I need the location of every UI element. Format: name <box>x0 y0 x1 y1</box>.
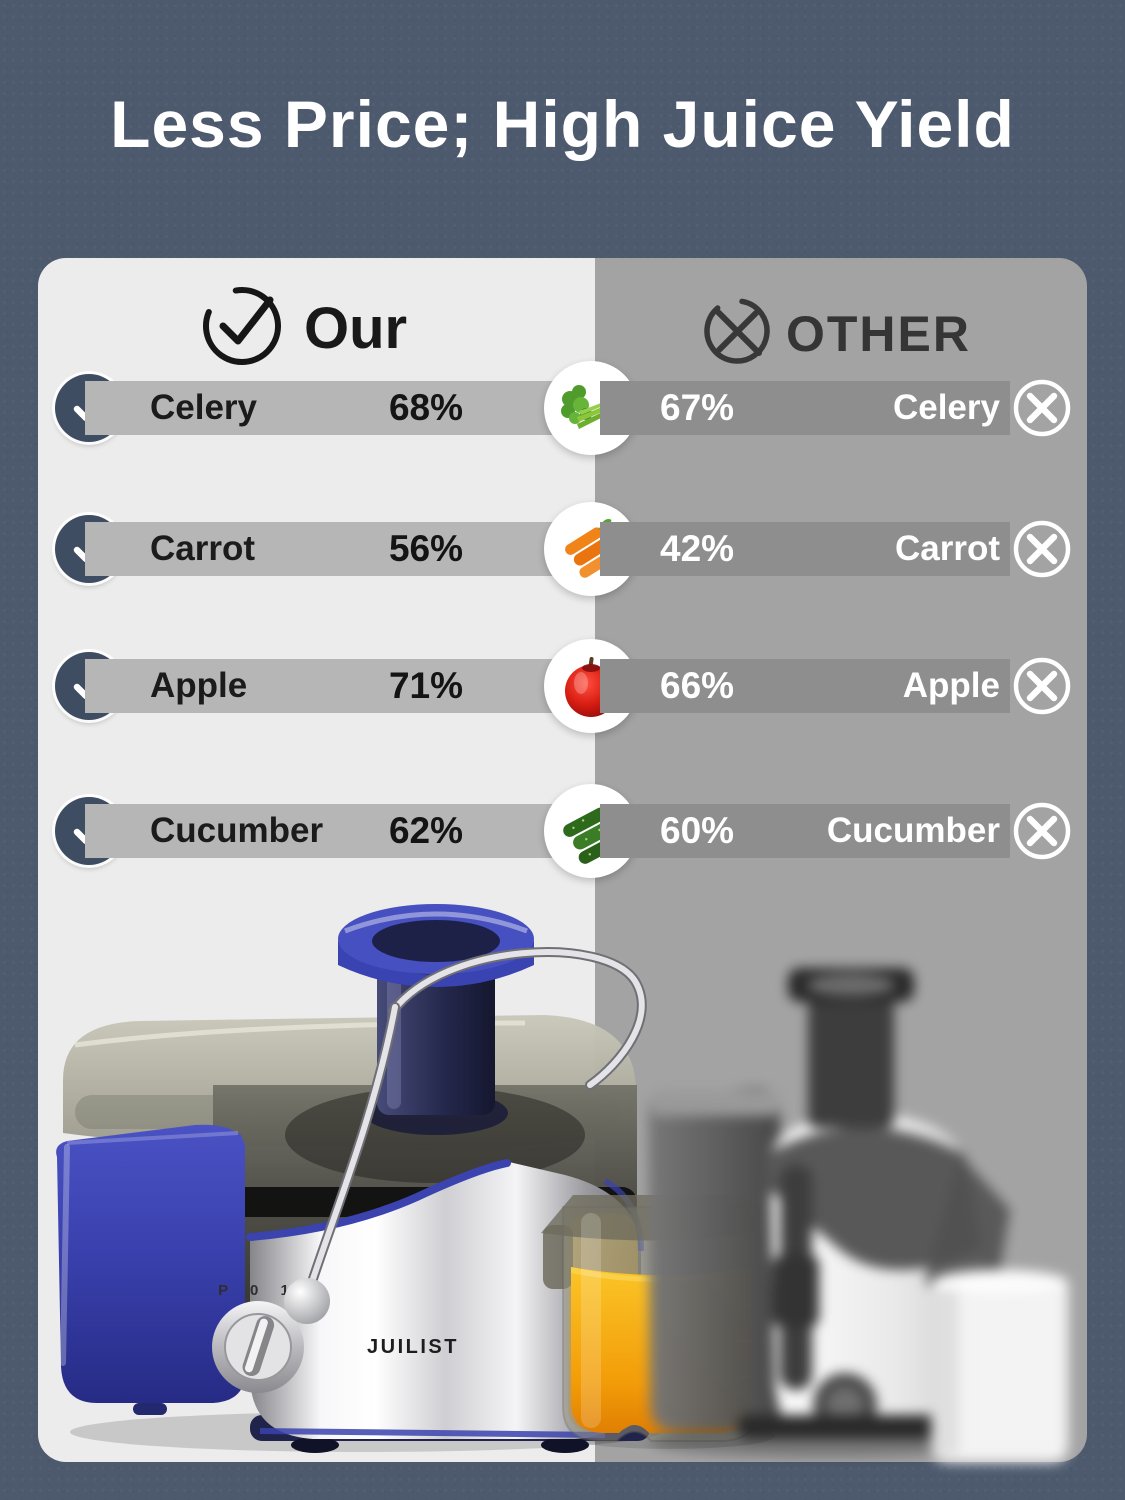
item-label: Carrot <box>150 529 256 568</box>
x-badge <box>1012 801 1072 861</box>
item-label: Celery <box>892 388 1000 427</box>
comparison-row-celery: Celery 68% 67% Celery <box>0 361 1125 455</box>
circle-x-icon <box>700 294 774 373</box>
power-dial: P 0 1 <box>212 1282 304 1393</box>
x-icon <box>1013 379 1071 437</box>
x-icon <box>1013 657 1071 715</box>
comparison-row-carrot: Carrot 56% 42% Carrot <box>0 502 1125 596</box>
our-yield-value: 62% <box>388 810 463 851</box>
x-badge <box>1012 656 1072 716</box>
item-label: Cucumber <box>150 811 324 850</box>
x-badge <box>1012 378 1072 438</box>
other-juicer-photo-blurred <box>630 950 1070 1465</box>
other-yield-value: 66% <box>660 665 735 706</box>
item-label: Carrot <box>894 529 1000 568</box>
brand-label: JUILIST <box>367 1336 459 1358</box>
page-title: Less Price; High Juice Yield <box>110 87 1015 161</box>
item-label: Apple <box>902 666 1000 705</box>
dial-markings: P 0 1 <box>218 1282 298 1299</box>
our-heading-label: Our <box>304 296 408 361</box>
other-bar: 67% Celery <box>600 381 1010 435</box>
our-yield-value: 68% <box>388 387 463 428</box>
our-bar: Apple 71% <box>85 659 598 713</box>
other-yield-value: 60% <box>660 810 735 851</box>
item-label: Celery <box>150 388 258 427</box>
x-icon <box>1013 520 1071 578</box>
other-bar: 42% Carrot <box>600 522 1010 576</box>
our-yield-value: 56% <box>388 528 463 569</box>
x-icon <box>1013 802 1071 860</box>
our-heading: Our <box>196 280 407 377</box>
circle-check-icon <box>196 280 288 377</box>
item-label: Cucumber <box>826 811 1000 850</box>
other-heading-label: OTHER <box>786 305 971 362</box>
other-yield-value: 67% <box>660 387 735 428</box>
other-bar: 60% Cucumber <box>600 804 1010 858</box>
our-bar: Carrot 56% <box>85 522 598 576</box>
x-badge <box>1012 519 1072 579</box>
our-bar: Cucumber 62% <box>85 804 598 858</box>
other-heading: OTHER <box>700 294 971 373</box>
comparison-row-apple: Apple 71% 66% Apple <box>0 639 1125 733</box>
our-yield-value: 71% <box>388 665 463 706</box>
item-label: Apple <box>150 666 248 705</box>
other-bar: 66% Apple <box>600 659 1010 713</box>
our-bar: Celery 68% <box>85 381 598 435</box>
other-yield-value: 42% <box>660 528 735 569</box>
comparison-row-cucumber: Cucumber 62% 60% <box>0 784 1125 878</box>
